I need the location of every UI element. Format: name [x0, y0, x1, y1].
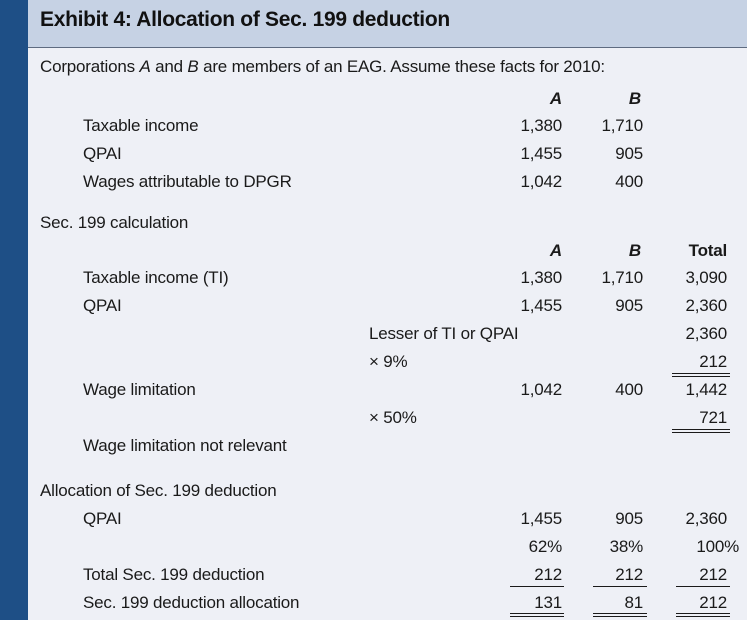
facts-row-label: QPAI — [83, 144, 122, 163]
alloc-total-a: 212 — [534, 565, 562, 584]
facts-row-label: Wages attributable to DPGR — [83, 172, 292, 191]
alloc-total-label: Total Sec. 199 deduction — [83, 565, 265, 584]
alloc-a-underline — [510, 586, 564, 587]
alloc-qpai-a: 1,455 — [520, 509, 562, 528]
left-accent-bar — [0, 0, 28, 620]
facts-col-b-header: B — [628, 89, 641, 108]
x50-underline-1 — [672, 429, 730, 430]
alloc-pct-total: 100% — [696, 537, 739, 556]
exhibit-title: Exhibit 4: Allocation of Sec. 199 deduct… — [40, 8, 450, 31]
alloc-qpai-label: QPAI — [83, 509, 122, 528]
x9-underline-1 — [672, 373, 730, 374]
alloc-b-dbl-2 — [593, 616, 647, 617]
alloc-allocation-b: 81 — [624, 593, 643, 612]
alloc-total-total: 212 — [699, 565, 727, 584]
alloc-a-dbl-1 — [510, 613, 564, 614]
calc-wage-label: Wage limitation — [83, 380, 196, 399]
calc-ti-total: 3,090 — [685, 268, 727, 287]
calc-heading: Sec. 199 calculation — [40, 213, 189, 232]
alloc-allocation-label: Sec. 199 deduction allocation — [83, 593, 300, 612]
alloc-total-b: 212 — [615, 565, 643, 584]
facts-row-b-value: 905 — [615, 144, 643, 163]
calc-ti-label: Taxable income (TI) — [83, 268, 229, 287]
title-bar: Exhibit 4: Allocation of Sec. 199 deduct… — [28, 0, 747, 48]
calc-qpai-total: 2,360 — [685, 296, 727, 315]
calc-lesser-total: 2,360 — [685, 324, 727, 343]
calc-x9-label: × 9% — [369, 352, 408, 371]
facts-row-b-value: 400 — [615, 172, 643, 191]
alloc-b-underline — [593, 586, 647, 587]
alloc-qpai-total: 2,360 — [685, 509, 727, 528]
facts-row-a-value: 1,380 — [520, 116, 562, 135]
alloc-pct-a: 62% — [528, 537, 563, 556]
calc-qpai-label: QPAI — [83, 296, 122, 315]
calc-qpai-a: 1,455 — [520, 296, 562, 315]
x50-underline-2 — [672, 432, 730, 433]
alloc-total-dbl-1 — [676, 613, 730, 614]
calc-lesser-label: Lesser of TI or QPAI — [369, 324, 519, 343]
calc-ti-b: 1,710 — [601, 268, 643, 287]
alloc-total-underline — [676, 586, 730, 587]
alloc-b-dbl-1 — [593, 613, 647, 614]
calc-col-total-header: Total — [688, 241, 728, 260]
calc-ti-a: 1,380 — [520, 268, 562, 287]
alloc-total-dbl-2 — [676, 616, 730, 617]
calc-col-b-header: B — [628, 241, 641, 260]
calc-qpai-b: 905 — [615, 296, 643, 315]
alloc-allocation-total: 212 — [699, 593, 727, 612]
calc-wage-a: 1,042 — [520, 380, 562, 399]
calc-not-relevant: Wage limitation not relevant — [83, 436, 287, 455]
facts-row-b-value: 1,710 — [601, 116, 643, 135]
facts-col-a-header: A — [549, 89, 562, 108]
calc-wage-total: 1,442 — [685, 380, 727, 399]
alloc-a-dbl-2 — [510, 616, 564, 617]
alloc-allocation-a: 131 — [534, 593, 562, 612]
calc-x9-total: 212 — [699, 352, 727, 371]
alloc-pct-b: 38% — [609, 537, 644, 556]
facts-row-a-value: 1,455 — [520, 144, 562, 163]
calc-wage-b: 400 — [615, 380, 643, 399]
facts-row-label: Taxable income — [83, 116, 199, 135]
facts-row-a-value: 1,042 — [520, 172, 562, 191]
alloc-heading: Allocation of Sec. 199 deduction — [40, 481, 277, 500]
exhibit-panel: Exhibit 4: Allocation of Sec. 199 deduct… — [28, 0, 747, 620]
alloc-qpai-b: 905 — [615, 509, 643, 528]
calc-col-a-header: A — [549, 241, 562, 260]
x9-underline-2 — [672, 376, 730, 377]
intro-text: Corporations A and B are members of an E… — [40, 57, 605, 76]
calc-x50-total: 721 — [699, 408, 727, 427]
calc-x50-label: × 50% — [369, 408, 417, 427]
